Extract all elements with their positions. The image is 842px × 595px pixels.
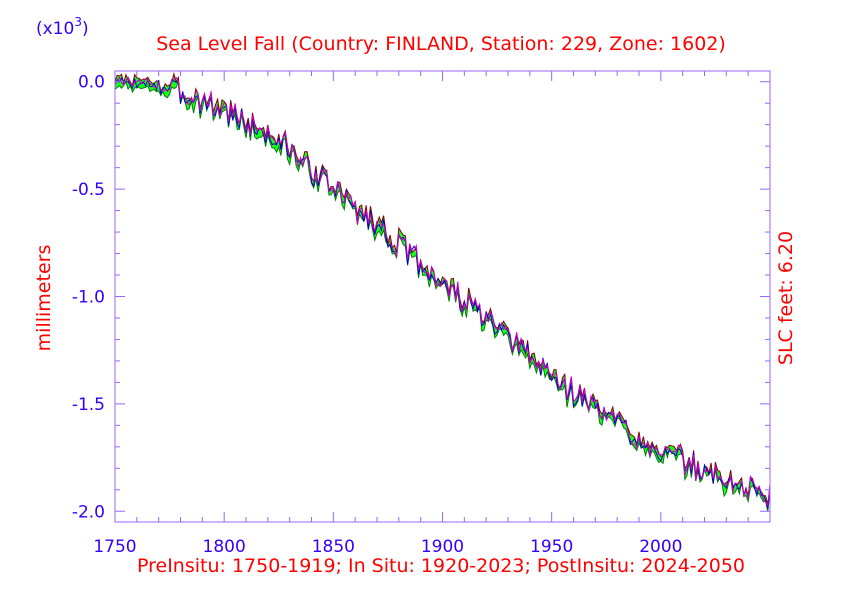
y-tick-label: -2.0	[72, 502, 105, 522]
x-tick-label: 1850	[312, 537, 355, 557]
y-tick-label: -0.5	[72, 180, 105, 200]
y-multiplier: (x103)	[36, 15, 89, 39]
chart-title: Sea Level Fall (Country: FINLAND, Statio…	[156, 33, 726, 55]
y-tick-label: -1.0	[72, 288, 105, 308]
series-line-alternate	[114, 76, 771, 508]
series-line-mean	[114, 77, 771, 509]
axes: 1750 1800 1850 1900 1950 2000 0.0 -0.5 -1.0 -1.5 -…	[72, 70, 771, 557]
y-axis-label: millimeters	[33, 245, 55, 352]
plot-area	[114, 71, 771, 512]
x-tick-label: 2000	[639, 537, 682, 557]
right-axis-label: SLC feet: 6.20	[775, 231, 797, 365]
x-axis-label: PreInsitu: 1750-1919; In Situ: 1920-2023…	[137, 555, 745, 577]
x-tick-label: 1900	[421, 537, 464, 557]
y-tick-label: 0.0	[78, 73, 105, 93]
x-tick-label: 1950	[530, 537, 573, 557]
x-tick-label: 1800	[203, 537, 246, 557]
y-tick-label: -1.5	[72, 395, 105, 415]
plot-frame	[114, 70, 771, 523]
series-line-upper-bound	[114, 71, 771, 506]
x-tick-label: 1750	[93, 537, 136, 557]
